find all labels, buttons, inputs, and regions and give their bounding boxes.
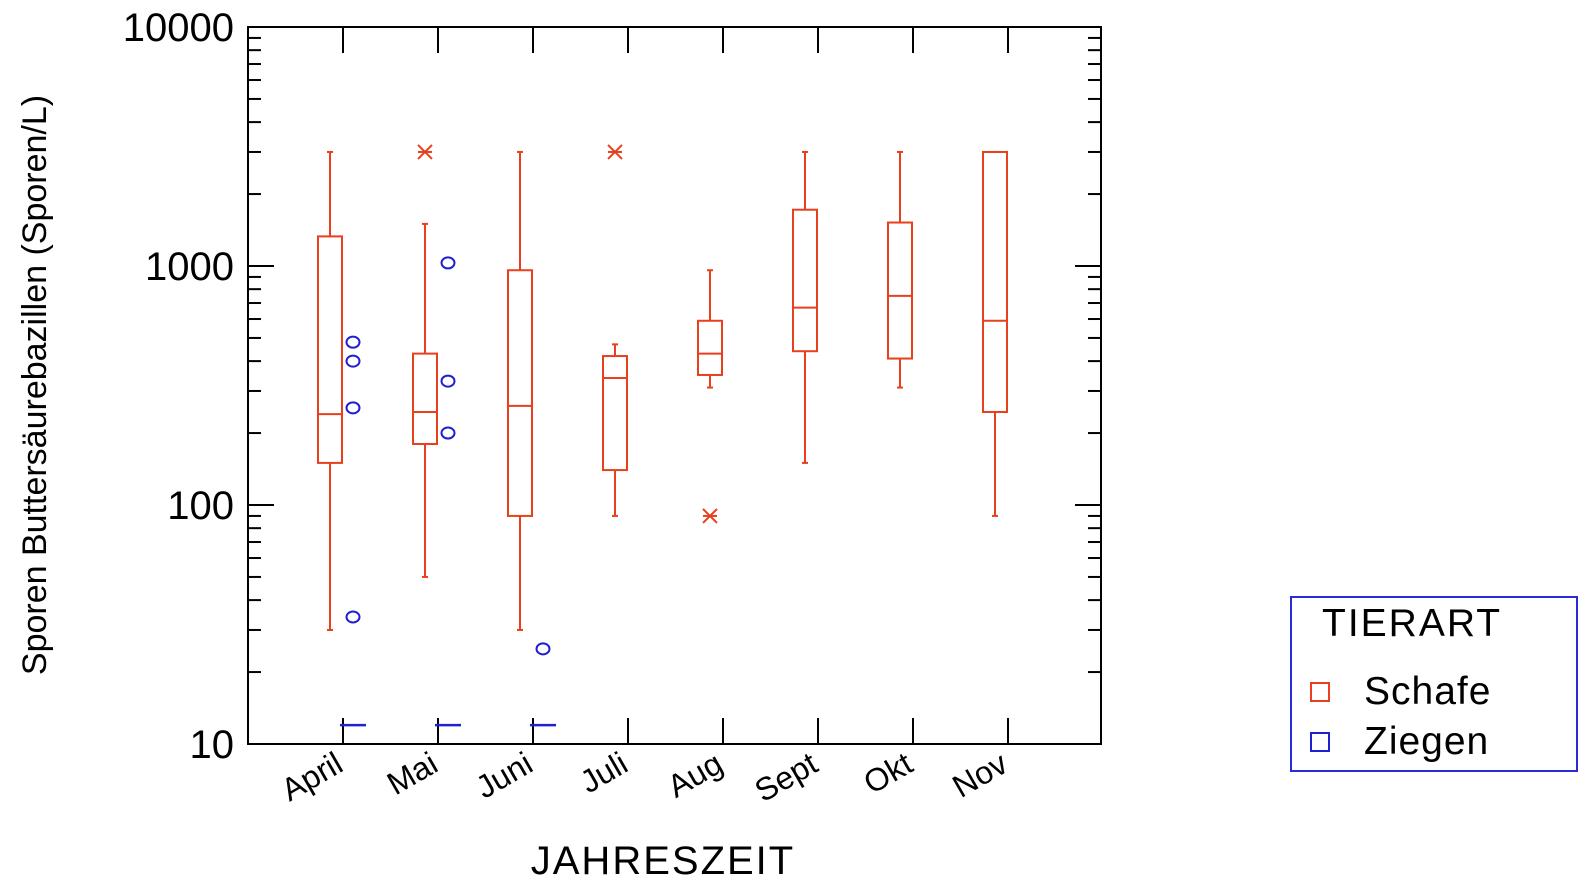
legend-label-schafe: Schafe xyxy=(1364,670,1492,713)
y-tick-label: 10 xyxy=(190,723,235,767)
outlier-ziegen-april xyxy=(345,335,361,349)
box-schafe-nov xyxy=(982,150,1008,413)
boxes xyxy=(317,144,1008,727)
x-tick-label: Mai xyxy=(381,745,444,802)
x-tick-label: Juli xyxy=(574,745,634,800)
y-tick-label: 100 xyxy=(167,484,234,528)
outlier-ziegen-mai xyxy=(440,374,456,388)
box-schafe-mai xyxy=(412,352,438,445)
outlier-ziegen-april xyxy=(345,401,361,415)
box-schafe-juni xyxy=(507,269,533,517)
x-tick-label: April xyxy=(275,745,348,808)
legend-swatch-ziegen xyxy=(1310,732,1330,752)
legend-item-schafe: Schafe xyxy=(1310,670,1491,714)
outlier-ziegen-mai xyxy=(440,256,456,270)
x-axis-label: JAHRESZEIT xyxy=(531,839,795,883)
x-tick-label: Nov xyxy=(946,745,1013,805)
x-tick-labels: April Mai Juni Juli Aug Sept Okt Nov xyxy=(275,745,1013,809)
legend-swatch-schafe xyxy=(1310,682,1330,702)
box-schafe-april xyxy=(317,235,343,464)
box-schafe-juli xyxy=(602,355,628,472)
plot-frame xyxy=(247,26,1102,745)
y-tick-labels: 10 100 1000 10000 xyxy=(123,6,234,767)
y-axis-label: Sporen Buttersäurebazillen (Sporen/L) xyxy=(16,95,54,675)
box-schafe-aug xyxy=(697,319,723,376)
outlier-ziegen-juni xyxy=(535,642,551,656)
y-tick-label: 1000 xyxy=(145,245,234,289)
outlier-ziegen-april xyxy=(345,610,361,624)
x-tick-label: Sept xyxy=(748,745,823,809)
box-schafe-sept xyxy=(792,208,818,353)
x-tick-label: Juni xyxy=(470,745,539,806)
outlier-ziegen-mai xyxy=(440,426,456,440)
box-schafe-okt xyxy=(887,221,913,360)
x-tick-label: Okt xyxy=(857,745,918,801)
legend-label-ziegen: Ziegen xyxy=(1364,720,1490,763)
x-tick-label: Aug xyxy=(661,745,728,805)
axis-ticks xyxy=(248,27,1101,745)
legend-title: TIERART xyxy=(1322,602,1503,645)
legend: TIERART Schafe Ziegen xyxy=(1290,596,1578,772)
legend-item-ziegen: Ziegen xyxy=(1310,720,1489,764)
y-tick-label: 10000 xyxy=(123,6,234,50)
outlier-ziegen-april xyxy=(345,354,361,368)
